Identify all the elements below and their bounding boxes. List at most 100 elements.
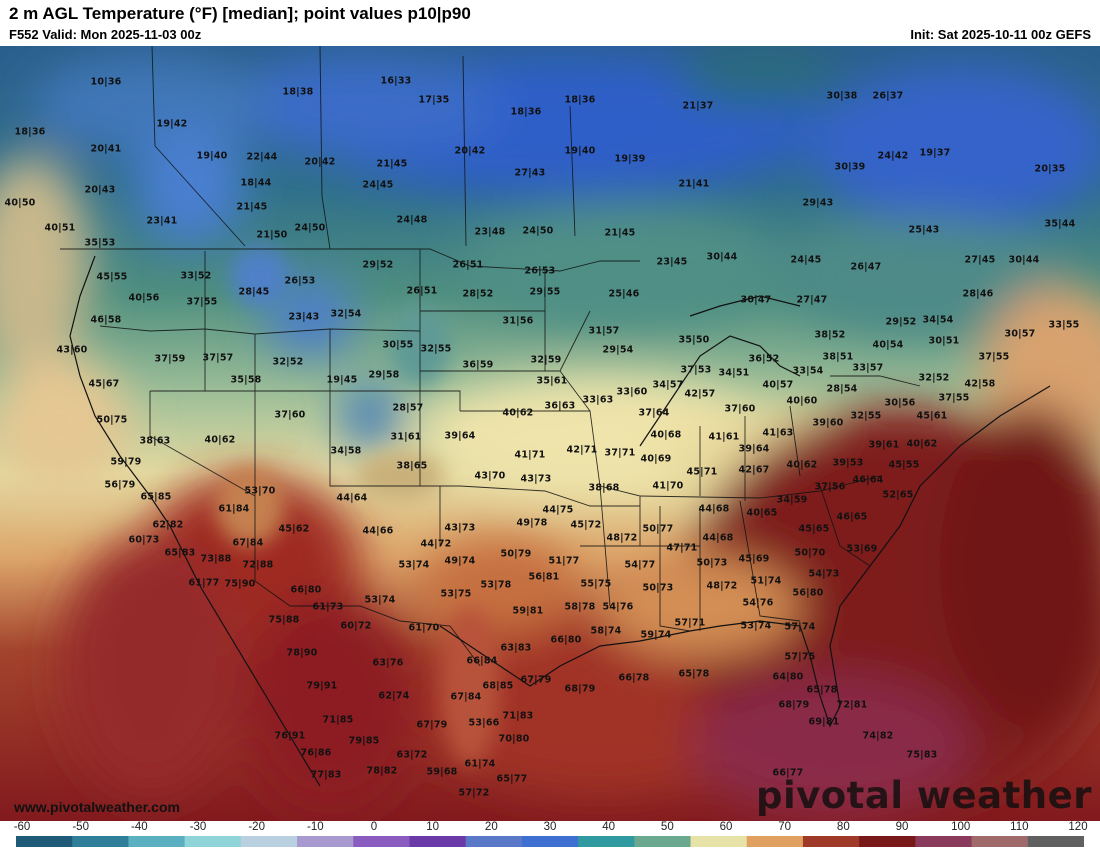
point-value-label: 35|58 (230, 374, 262, 386)
point-value-label: 28|52 (462, 288, 494, 300)
point-value-label: 43|73 (520, 473, 552, 485)
point-value-label: 33|55 (1048, 319, 1080, 331)
point-value-label: 27|45 (964, 254, 996, 266)
point-value-label: 54|73 (808, 568, 840, 580)
point-value-label: 57|72 (458, 787, 490, 799)
point-value-label: 60|72 (340, 620, 372, 632)
point-value-label: 18|38 (282, 86, 314, 98)
point-value-label: 63|83 (500, 642, 532, 654)
point-value-label: 19|37 (919, 147, 951, 159)
point-value-label: 57|74 (784, 621, 816, 633)
colorbar-segment (240, 836, 298, 847)
point-value-label: 66|80 (550, 634, 582, 646)
colorbar-strip (16, 836, 1084, 847)
point-value-label: 27|47 (796, 294, 828, 306)
point-value-label: 36|52 (748, 353, 780, 365)
point-value-label: 71|85 (322, 714, 354, 726)
point-value-label: 57|71 (674, 617, 706, 629)
point-value-label: 24|42 (877, 150, 909, 162)
point-value-label: 21|45 (376, 158, 408, 170)
point-value-label: 19|42 (156, 118, 188, 130)
point-value-label: 45|65 (798, 523, 830, 535)
colorbar-segment (971, 836, 1029, 847)
point-value-label: 37|60 (724, 403, 756, 415)
point-value-label: 21|37 (682, 100, 714, 112)
point-value-label: 37|55 (938, 392, 970, 404)
point-value-label: 56|79 (104, 479, 136, 491)
point-value-label: 40|62 (906, 438, 938, 450)
point-value-label: 25|43 (908, 224, 940, 236)
site-url[interactable]: www.pivotalweather.com (14, 799, 180, 815)
point-value-label: 40|57 (762, 379, 794, 391)
point-value-label: 78|82 (366, 765, 398, 777)
colorbar-tick-label: -30 (189, 821, 207, 833)
point-value-label: 52|65 (882, 489, 914, 501)
colorbar: -60 -50 -40 -30 -20 -10 0 10 20 30 40 50 60 70 80 90 100… (0, 821, 1100, 850)
colorbar-segment (409, 836, 467, 847)
point-value-label: 19|40 (196, 150, 228, 162)
point-value-label: 72|81 (836, 699, 868, 711)
point-value-label: 77|83 (310, 769, 342, 781)
point-value-label: 53|66 (468, 717, 500, 729)
point-value-label: 34|54 (922, 314, 954, 326)
point-value-label: 35|50 (678, 334, 710, 346)
point-value-label: 21|41 (678, 178, 710, 190)
point-value-label: 30|38 (826, 90, 858, 102)
point-value-label: 42|67 (738, 464, 770, 476)
point-value-label: 29|52 (885, 316, 917, 328)
point-value-label: 34|51 (718, 367, 750, 379)
point-value-label: 59|79 (110, 456, 142, 468)
point-value-label: 61|77 (188, 577, 220, 589)
point-value-label: 50|73 (642, 582, 674, 594)
point-value-label: 45|55 (888, 459, 920, 471)
point-value-label: 33|63 (582, 394, 614, 406)
point-value-label: 45|67 (88, 378, 120, 390)
point-value-label: 54|76 (602, 601, 634, 613)
point-value-label: 37|59 (154, 353, 186, 365)
point-value-label: 30|39 (834, 161, 866, 173)
colorbar-tick-label: 100 (951, 821, 971, 833)
point-value-label: 53|70 (244, 485, 276, 497)
point-value-label: 37|60 (274, 409, 306, 421)
colorbar-tick-label: 80 (836, 821, 850, 833)
point-value-label: 65|85 (140, 491, 172, 503)
point-value-label: 79|91 (306, 680, 338, 692)
point-value-label: 32|54 (330, 308, 362, 320)
point-value-label: 40|62 (204, 434, 236, 446)
colorbar-segment (128, 836, 186, 847)
point-value-label: 58|74 (590, 625, 622, 637)
point-value-label: 68|85 (482, 680, 514, 692)
point-value-label: 21|45 (236, 201, 268, 213)
point-value-label: 38|52 (814, 329, 846, 341)
point-value-label: 18|36 (510, 106, 542, 118)
point-value-label: 57|75 (784, 651, 816, 663)
point-value-label: 23|43 (288, 311, 320, 323)
point-value-label: 44|75 (542, 504, 574, 516)
point-value-label: 20|41 (90, 143, 122, 155)
point-value-label: 59|68 (426, 766, 458, 778)
point-value-label: 43|73 (444, 522, 476, 534)
point-value-label: 37|71 (604, 447, 636, 459)
colorbar-segment (465, 836, 523, 847)
point-value-label: 37|55 (978, 351, 1010, 363)
colorbar-tick-label: 10 (426, 821, 440, 833)
colorbar-segment (690, 836, 748, 847)
point-value-label: 18|36 (14, 126, 46, 138)
point-value-label: 20|35 (1034, 163, 1066, 175)
point-value-label: 38|63 (139, 435, 171, 447)
point-value-label: 30|44 (706, 251, 738, 263)
colorbar-segment (521, 836, 579, 847)
point-value-label: 68|79 (564, 683, 596, 695)
point-value-label: 49|74 (444, 555, 476, 567)
point-value-label: 38|68 (588, 482, 620, 494)
point-value-label: 51|74 (750, 575, 782, 587)
point-value-label: 32|52 (272, 356, 304, 368)
point-value-label: 19|45 (326, 374, 358, 386)
point-value-label: 30|55 (382, 339, 414, 351)
point-value-label: 38|65 (396, 460, 428, 472)
point-value-label: 45|55 (96, 271, 128, 283)
point-value-label: 30|57 (1004, 328, 1036, 340)
colorbar-tick-label: 70 (778, 821, 792, 833)
point-value-label: 32|55 (420, 343, 452, 355)
point-value-label: 40|60 (786, 395, 818, 407)
